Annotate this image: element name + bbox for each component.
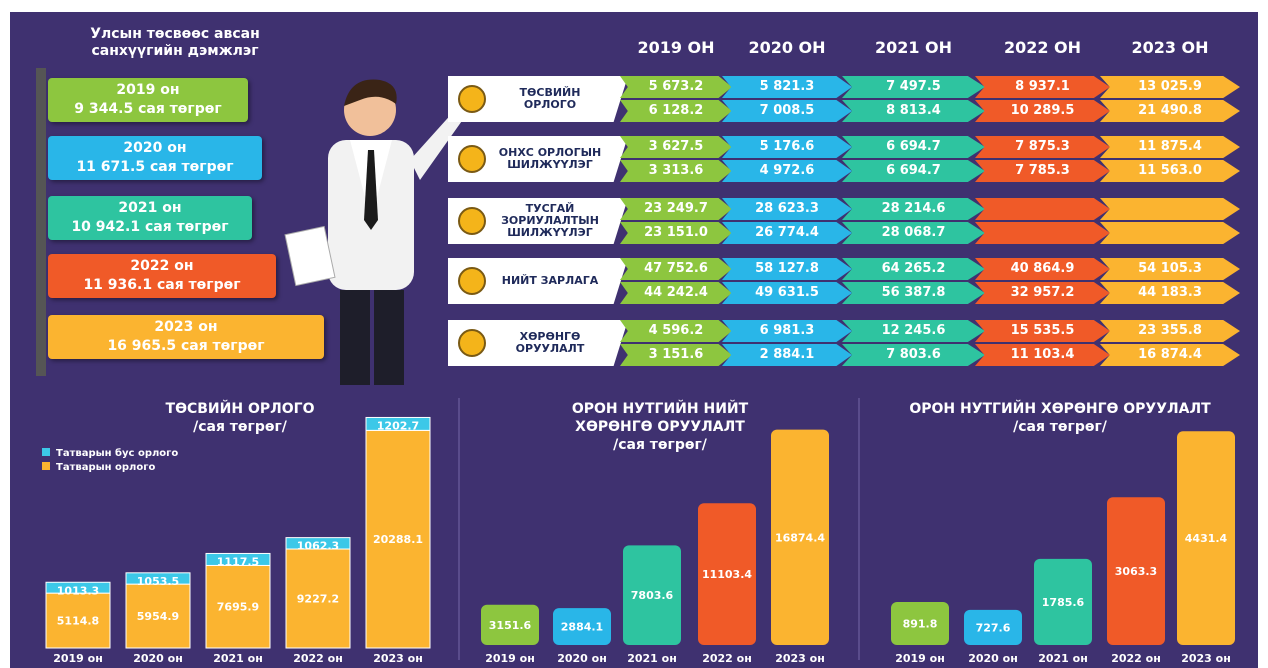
chart-subtitle: /сая төгрөг/ — [550, 436, 770, 454]
value-label: 1117.5 — [217, 555, 259, 568]
x-tick-label: 2022 он — [1111, 652, 1161, 665]
value-label: 5114.8 — [57, 615, 99, 628]
x-tick-label: 2020 он — [133, 652, 183, 665]
chart-heading: ОРОН НУТГИЙН НИЙТ ХӨРӨНГӨ ОРУУЛАЛТ/сая т… — [550, 400, 770, 454]
x-tick-label: 2023 он — [373, 652, 423, 665]
chart-heading: ТӨСВИЙН ОРЛОГО/сая төгрөг/ — [90, 400, 390, 436]
legend-label: Татварын бус орлого — [56, 447, 178, 459]
chart-heading: ОРОН НУТГИЙН ХӨРӨНГӨ ОРУУЛАЛТ/сая төгрөг… — [860, 400, 1260, 436]
value-label: 7803.6 — [631, 589, 674, 602]
value-label: 1785.6 — [1042, 596, 1085, 609]
x-tick-label: 2021 он — [627, 652, 677, 665]
value-label: 11103.4 — [702, 568, 752, 581]
value-label: 2884.1 — [561, 621, 603, 634]
value-label: 1053.5 — [137, 575, 179, 588]
value-label: 16874.4 — [775, 531, 825, 544]
x-tick-label: 2019 он — [53, 652, 103, 665]
value-label: 1013.3 — [57, 584, 99, 597]
x-tick-label: 2019 он — [895, 652, 945, 665]
x-tick-label: 2020 он — [968, 652, 1018, 665]
value-label: 4431.4 — [1185, 532, 1228, 545]
chart-subtitle: /сая төгрөг/ — [90, 418, 390, 436]
value-label: 1062.3 — [297, 540, 339, 553]
x-tick-label: 2022 он — [293, 652, 343, 665]
chart-title: ТӨСВИЙН ОРЛОГО — [90, 400, 390, 418]
x-tick-label: 2023 он — [775, 652, 825, 665]
value-label: 3063.3 — [1115, 565, 1157, 578]
value-label: 9227.2 — [297, 593, 339, 606]
x-tick-label: 2022 он — [702, 652, 752, 665]
infographic: Улсын төсвөөс авсан санхүүгийн дэмжлэг 2… — [0, 0, 1268, 668]
chart-title: ОРОН НУТГИЙН ХӨРӨНГӨ ОРУУЛАЛТ — [860, 400, 1260, 418]
value-label: 3151.6 — [489, 619, 532, 632]
x-tick-label: 2019 он — [485, 652, 535, 665]
value-label: 891.8 — [903, 617, 938, 630]
legend-swatch — [42, 448, 50, 456]
chart-subtitle: /сая төгрөг/ — [860, 418, 1260, 436]
x-tick-label: 2021 он — [213, 652, 263, 665]
x-tick-label: 2020 он — [557, 652, 607, 665]
legend-label: Татварын орлого — [56, 462, 155, 473]
chart-title: ОРОН НУТГИЙН НИЙТ ХӨРӨНГӨ ОРУУЛАЛТ — [550, 400, 770, 436]
value-label: 20288.1 — [373, 533, 423, 546]
value-label: 727.6 — [976, 621, 1011, 634]
legend-swatch — [42, 462, 50, 470]
charts: 2019 он 2020 он 2021 он 2022 он 2023 он Татва… — [0, 0, 1268, 668]
x-tick-label: 2023 он — [1181, 652, 1231, 665]
value-label: 5954.9 — [137, 610, 179, 623]
value-label: 7695.9 — [217, 601, 259, 614]
x-tick-label: 2021 он — [1038, 652, 1088, 665]
